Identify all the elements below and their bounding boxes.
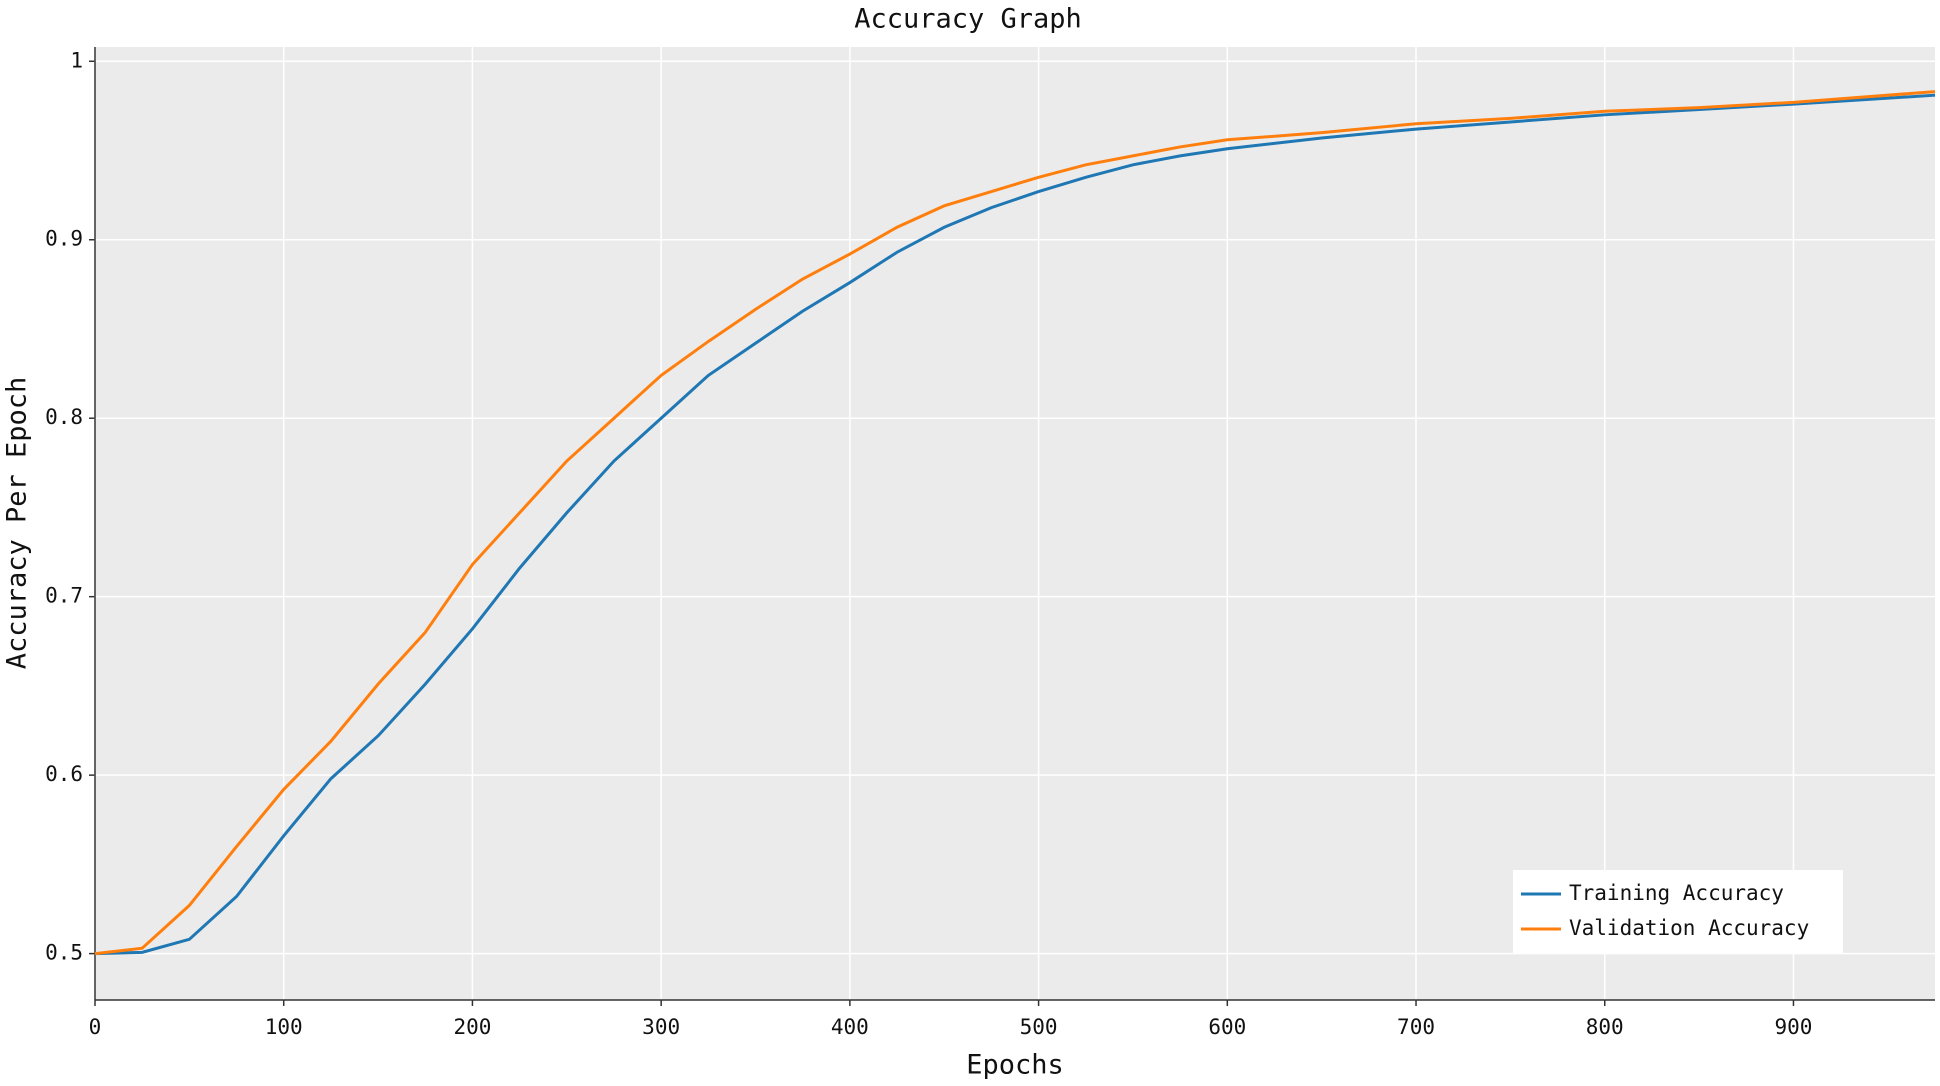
x-tick-label: 0 <box>89 1015 102 1039</box>
data-line <box>94 93 1936 956</box>
chart-title: Accuracy Graph <box>854 4 1082 35</box>
y-tick-label: 0.7 <box>45 584 83 608</box>
legend-box <box>1513 870 1843 953</box>
x-tick-label: 200 <box>453 1015 491 1039</box>
legend-label: Training Accuracy <box>1569 881 1784 905</box>
x-tick-label: 100 <box>265 1015 303 1039</box>
legend-label: Validation Accuracy <box>1569 916 1809 940</box>
y-tick-label: 0.9 <box>45 227 83 251</box>
x-tick-label: 700 <box>1397 1015 1435 1039</box>
y-tick-label: 1 <box>70 48 83 72</box>
x-axis-label: Epochs <box>966 1050 1064 1081</box>
y-tick-label: 0.8 <box>45 405 83 429</box>
x-tick-label: 800 <box>1586 1015 1624 1039</box>
y-tick-label: 0.5 <box>45 941 83 965</box>
x-tick-label: 600 <box>1208 1015 1246 1039</box>
x-tick-label: 500 <box>1020 1015 1058 1039</box>
x-tick-label: 400 <box>831 1015 869 1039</box>
x-tick-label: 300 <box>642 1015 680 1039</box>
y-axis-label: Accuracy Per Epoch <box>2 377 33 670</box>
x-tick-label: 900 <box>1774 1015 1812 1039</box>
plot-background <box>95 47 1935 1000</box>
y-tick-label: 0.6 <box>45 762 83 786</box>
data-line <box>94 90 1936 956</box>
